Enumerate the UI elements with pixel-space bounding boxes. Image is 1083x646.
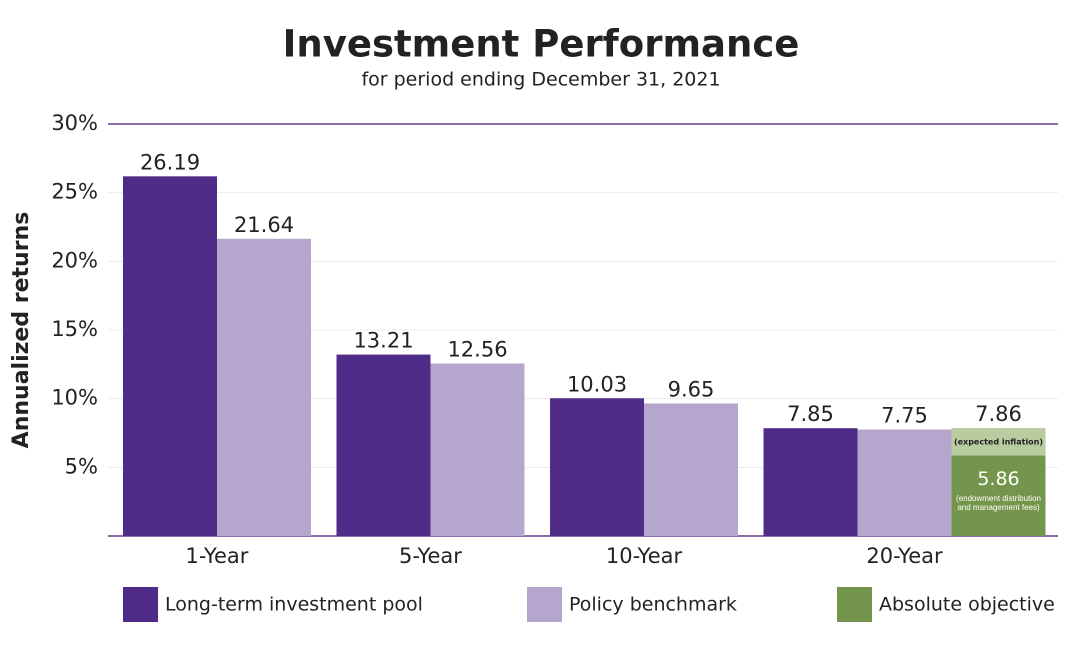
legend-label: Long-term investment pool xyxy=(165,594,423,616)
y-tick-label: 30% xyxy=(51,111,98,135)
chart-title: Investment Performance xyxy=(283,23,800,66)
bar xyxy=(550,398,644,536)
x-tick-label: 1-Year xyxy=(186,544,249,568)
bar xyxy=(430,363,525,536)
bar xyxy=(217,238,311,536)
bar-value-label: 9.65 xyxy=(668,377,715,401)
bar xyxy=(951,455,1046,536)
bar-value-label: 7.75 xyxy=(881,404,928,428)
bar-value-label: 26.19 xyxy=(140,150,200,174)
bar-value-label: 12.56 xyxy=(447,338,507,362)
bar xyxy=(857,429,952,536)
bar-value-label: 21.64 xyxy=(234,213,294,237)
chart-subtitle: for period ending December 31, 2021 xyxy=(361,69,720,91)
stacked-bar xyxy=(951,428,1046,456)
y-tick-label: 20% xyxy=(51,248,98,272)
stacked-bar-label: (expected inflation) xyxy=(954,437,1043,446)
legend-swatch xyxy=(837,587,872,622)
y-axis-label: Annualized returns xyxy=(9,212,34,449)
bar-note-text: (endowment distribution and management f… xyxy=(956,493,1041,512)
bar-note: (endowment distribution and management f… xyxy=(956,493,1041,512)
bar xyxy=(644,403,738,536)
legend-swatch xyxy=(527,587,562,622)
y-tick-label: 15% xyxy=(51,317,98,341)
bar-value-label: 13.21 xyxy=(353,329,413,353)
legend-label: Policy benchmark xyxy=(569,594,737,616)
total-label: 7.86 xyxy=(975,402,1022,426)
y-tick-label: 10% xyxy=(51,386,98,410)
bar-value-label: 5.86 xyxy=(977,468,1019,490)
x-tick-label: 20-Year xyxy=(866,544,943,568)
legend-label: Absolute objective xyxy=(879,594,1055,616)
y-tick-label: 5% xyxy=(65,454,98,478)
legend-swatch xyxy=(123,587,158,622)
y-tick-label: 25% xyxy=(51,180,98,204)
x-tick-label: 5-Year xyxy=(399,544,462,568)
bar xyxy=(123,176,217,536)
bar xyxy=(763,428,858,536)
x-tick-label: 10-Year xyxy=(606,544,683,568)
bar-value-label: 10.03 xyxy=(567,372,627,396)
bar-value-label: 7.85 xyxy=(787,402,834,426)
bar xyxy=(336,354,431,536)
